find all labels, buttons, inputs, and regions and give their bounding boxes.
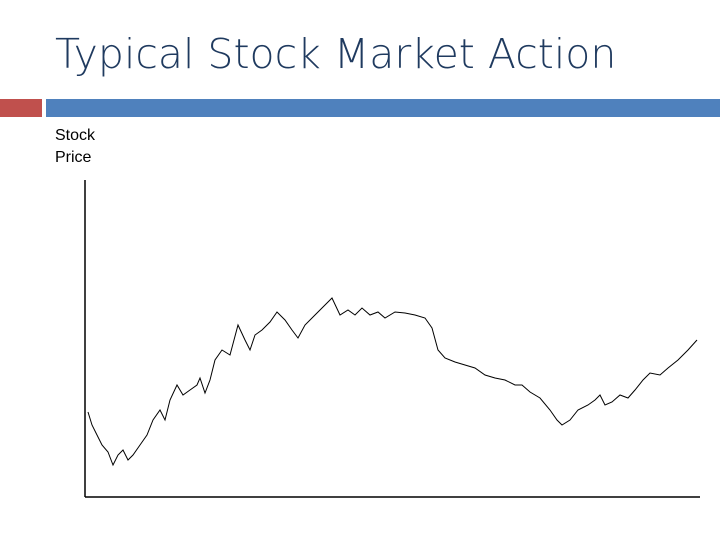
slide-title: Typical Stock Market Action: [55, 30, 617, 78]
accent-block: [0, 99, 42, 117]
y-axis-label: Stock Price: [55, 127, 96, 166]
price-line: [87, 297, 698, 467]
header-bar: [46, 99, 720, 117]
